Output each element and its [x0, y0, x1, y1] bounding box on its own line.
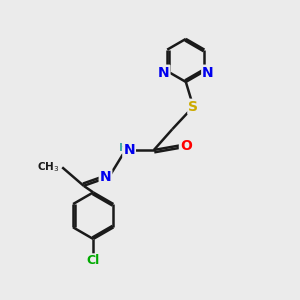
Text: O: O [180, 139, 192, 152]
Text: Cl: Cl [87, 254, 100, 267]
Text: H: H [119, 142, 129, 153]
Text: N: N [158, 66, 170, 80]
Text: N: N [123, 143, 135, 157]
Text: N: N [202, 66, 214, 80]
Text: S: S [188, 100, 198, 114]
Text: CH$_3$: CH$_3$ [38, 160, 60, 174]
Text: N: N [100, 170, 111, 184]
